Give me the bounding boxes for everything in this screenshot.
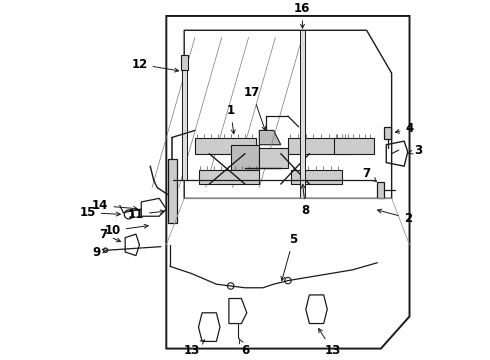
Bar <box>182 55 187 180</box>
Text: 13: 13 <box>318 329 341 357</box>
Text: 6: 6 <box>239 339 249 357</box>
Text: 1: 1 <box>227 104 235 134</box>
Bar <box>300 30 305 198</box>
Bar <box>259 148 288 168</box>
Text: 4: 4 <box>395 122 414 135</box>
Text: 17: 17 <box>244 86 266 130</box>
Text: 7: 7 <box>99 228 121 242</box>
Text: 10: 10 <box>104 224 148 237</box>
Text: 13: 13 <box>183 340 205 357</box>
Text: 9: 9 <box>93 246 106 258</box>
Text: 15: 15 <box>79 206 120 219</box>
Bar <box>334 138 374 154</box>
Bar <box>168 159 177 224</box>
Text: 7: 7 <box>363 167 376 181</box>
Bar <box>198 170 259 184</box>
Text: 5: 5 <box>281 233 297 280</box>
Bar <box>195 138 256 154</box>
Text: 12: 12 <box>131 58 178 72</box>
Bar <box>292 170 342 184</box>
Text: 11: 11 <box>128 208 164 221</box>
Bar <box>385 127 391 139</box>
Text: 8: 8 <box>301 184 310 217</box>
Bar <box>181 55 189 69</box>
Bar <box>231 145 259 170</box>
Text: 16: 16 <box>294 2 310 28</box>
Text: 2: 2 <box>377 209 412 225</box>
Text: 3: 3 <box>409 144 422 157</box>
Text: 14: 14 <box>92 199 137 212</box>
Polygon shape <box>259 130 281 145</box>
Bar <box>377 182 384 198</box>
Bar <box>288 138 349 154</box>
